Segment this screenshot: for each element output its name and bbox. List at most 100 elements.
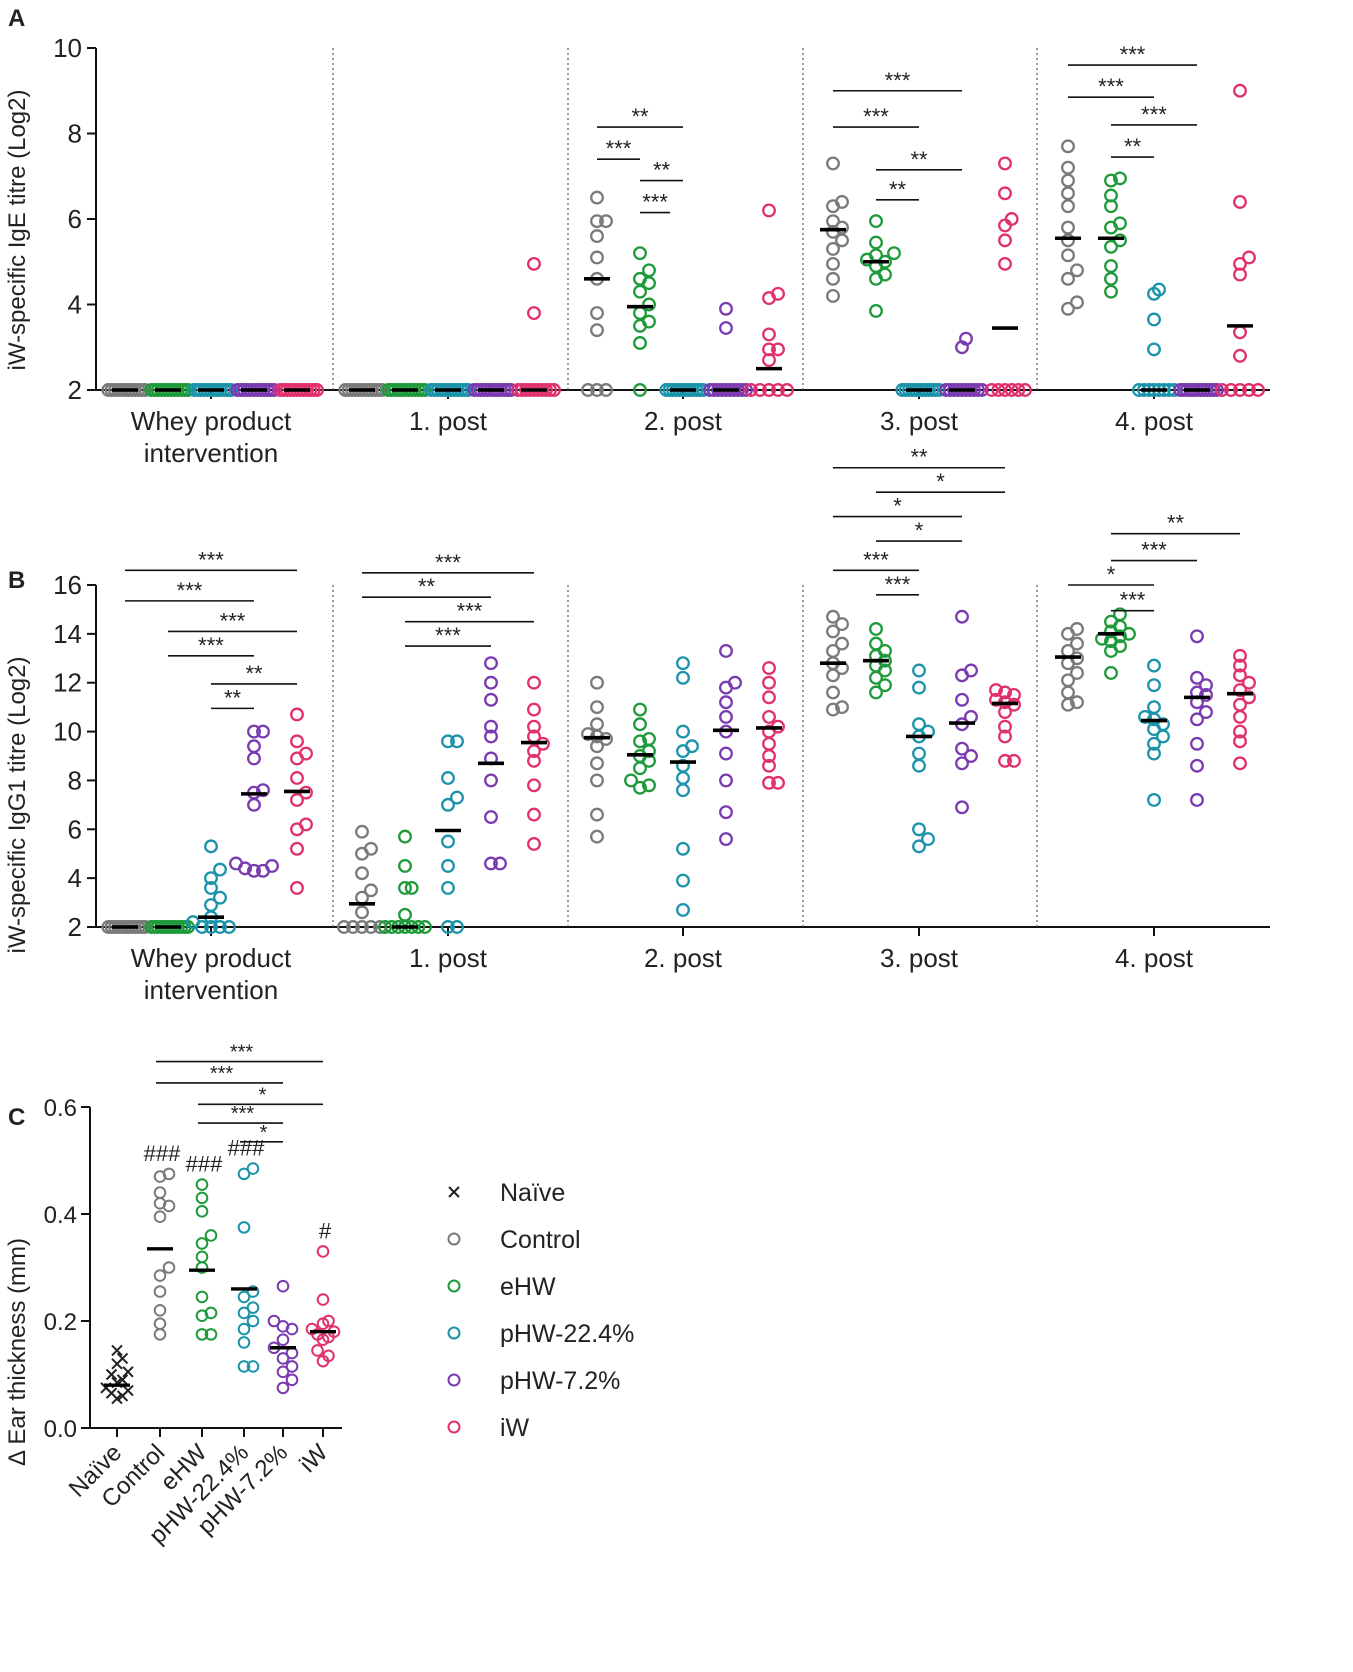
- data-point: [290, 822, 304, 837]
- data-point: [181, 383, 195, 397]
- legend-marker: [447, 1232, 461, 1246]
- data-point: [1199, 678, 1213, 693]
- data-point: [676, 783, 690, 798]
- significance-label: **: [631, 104, 649, 129]
- data-point: [195, 1261, 209, 1274]
- data-point: [1070, 295, 1084, 310]
- data-point: [955, 609, 969, 624]
- data-point: [633, 717, 647, 732]
- data-point: [337, 920, 351, 934]
- data-point: [247, 724, 261, 739]
- data-point: [887, 246, 901, 261]
- y-tick-label: 14: [53, 619, 82, 649]
- data-point: [590, 675, 604, 690]
- data-point: [355, 890, 369, 905]
- data-point: [290, 771, 304, 785]
- data-point: [256, 724, 270, 739]
- significance-label: ***: [435, 550, 461, 575]
- data-point: [246, 1314, 260, 1328]
- data-point: [955, 692, 969, 707]
- significance-label: ***: [606, 136, 632, 161]
- data-point: [676, 656, 690, 671]
- data-point: [450, 920, 464, 934]
- data-point: [590, 306, 604, 321]
- significance-label: **: [245, 661, 263, 686]
- significance-label: ***: [457, 599, 483, 624]
- y-axis-label-b: iW-specific IgG1 titre (Log2): [4, 657, 31, 954]
- data-point: [1061, 160, 1075, 175]
- data-point: [633, 318, 647, 333]
- legend-label: eHW: [500, 1273, 556, 1301]
- data-point: [642, 263, 656, 278]
- data-point: [1199, 705, 1213, 719]
- data-point: [153, 1269, 167, 1282]
- data-point: [762, 327, 776, 342]
- data-point: [450, 790, 464, 805]
- data-point: [869, 685, 883, 700]
- data-point: [116, 1374, 129, 1386]
- y-tick-label: 2: [68, 375, 82, 405]
- data-point: [153, 1317, 167, 1330]
- data-point: [547, 383, 561, 397]
- data-point: [912, 663, 926, 678]
- data-point: [267, 1314, 281, 1328]
- data-point: [581, 727, 595, 741]
- data-point: [237, 1306, 251, 1320]
- data-point: [195, 1178, 209, 1191]
- data-point: [1104, 199, 1118, 214]
- data-point: [316, 1293, 330, 1306]
- data-point: [441, 734, 455, 749]
- data-point: [1070, 665, 1084, 680]
- data-point: [590, 190, 604, 205]
- data-point: [1061, 186, 1075, 201]
- significance-label: ***: [177, 578, 203, 603]
- significance-label: ***: [435, 623, 461, 648]
- data-point: [1061, 697, 1075, 712]
- data-point: [1147, 722, 1161, 737]
- legend-marker: [447, 1420, 461, 1434]
- data-point: [111, 1344, 123, 1357]
- data-point: [676, 744, 690, 759]
- data-point: [316, 1354, 330, 1368]
- data-point: [247, 751, 261, 766]
- data-point: [237, 1167, 251, 1181]
- data-point: [1147, 312, 1161, 327]
- significance-label: ***: [1120, 588, 1146, 613]
- data-point: [912, 758, 926, 773]
- data-point: [676, 670, 690, 685]
- y-tick-label: 6: [68, 814, 82, 844]
- x-category-label: 4. post: [1115, 406, 1194, 436]
- data-point: [153, 1186, 167, 1199]
- data-point: [204, 1229, 218, 1242]
- data-point: [111, 1358, 123, 1370]
- data-point: [826, 224, 840, 239]
- data-point: [1104, 284, 1118, 299]
- data-point: [998, 705, 1012, 719]
- data-point: [998, 218, 1012, 233]
- data-point: [310, 383, 324, 397]
- data-point: [590, 807, 604, 822]
- data-point: [195, 1328, 209, 1341]
- data-point: [1007, 687, 1021, 702]
- panel-label-a: A: [8, 5, 25, 32]
- data-point: [590, 717, 604, 732]
- data-point: [276, 1279, 290, 1293]
- data-point: [527, 306, 541, 321]
- data-point: [153, 1210, 167, 1223]
- data-point: [878, 678, 892, 693]
- data-point: [1233, 756, 1247, 771]
- data-point: [1233, 194, 1247, 209]
- data-point: [719, 832, 733, 847]
- data-point: [1070, 695, 1084, 710]
- significance-label: *: [936, 469, 945, 494]
- data-point: [869, 670, 883, 685]
- y-axis-label-a: iW-specific IgE titre (Log2): [4, 90, 31, 371]
- data-point: [1233, 325, 1247, 340]
- data-point: [398, 858, 412, 873]
- data-point: [826, 668, 840, 683]
- data-point: [590, 700, 604, 715]
- y-axis-label-c: Δ Ear thickness (mm): [4, 1238, 31, 1466]
- data-point: [484, 692, 498, 707]
- data-point: [998, 233, 1012, 248]
- data-point: [1147, 342, 1161, 357]
